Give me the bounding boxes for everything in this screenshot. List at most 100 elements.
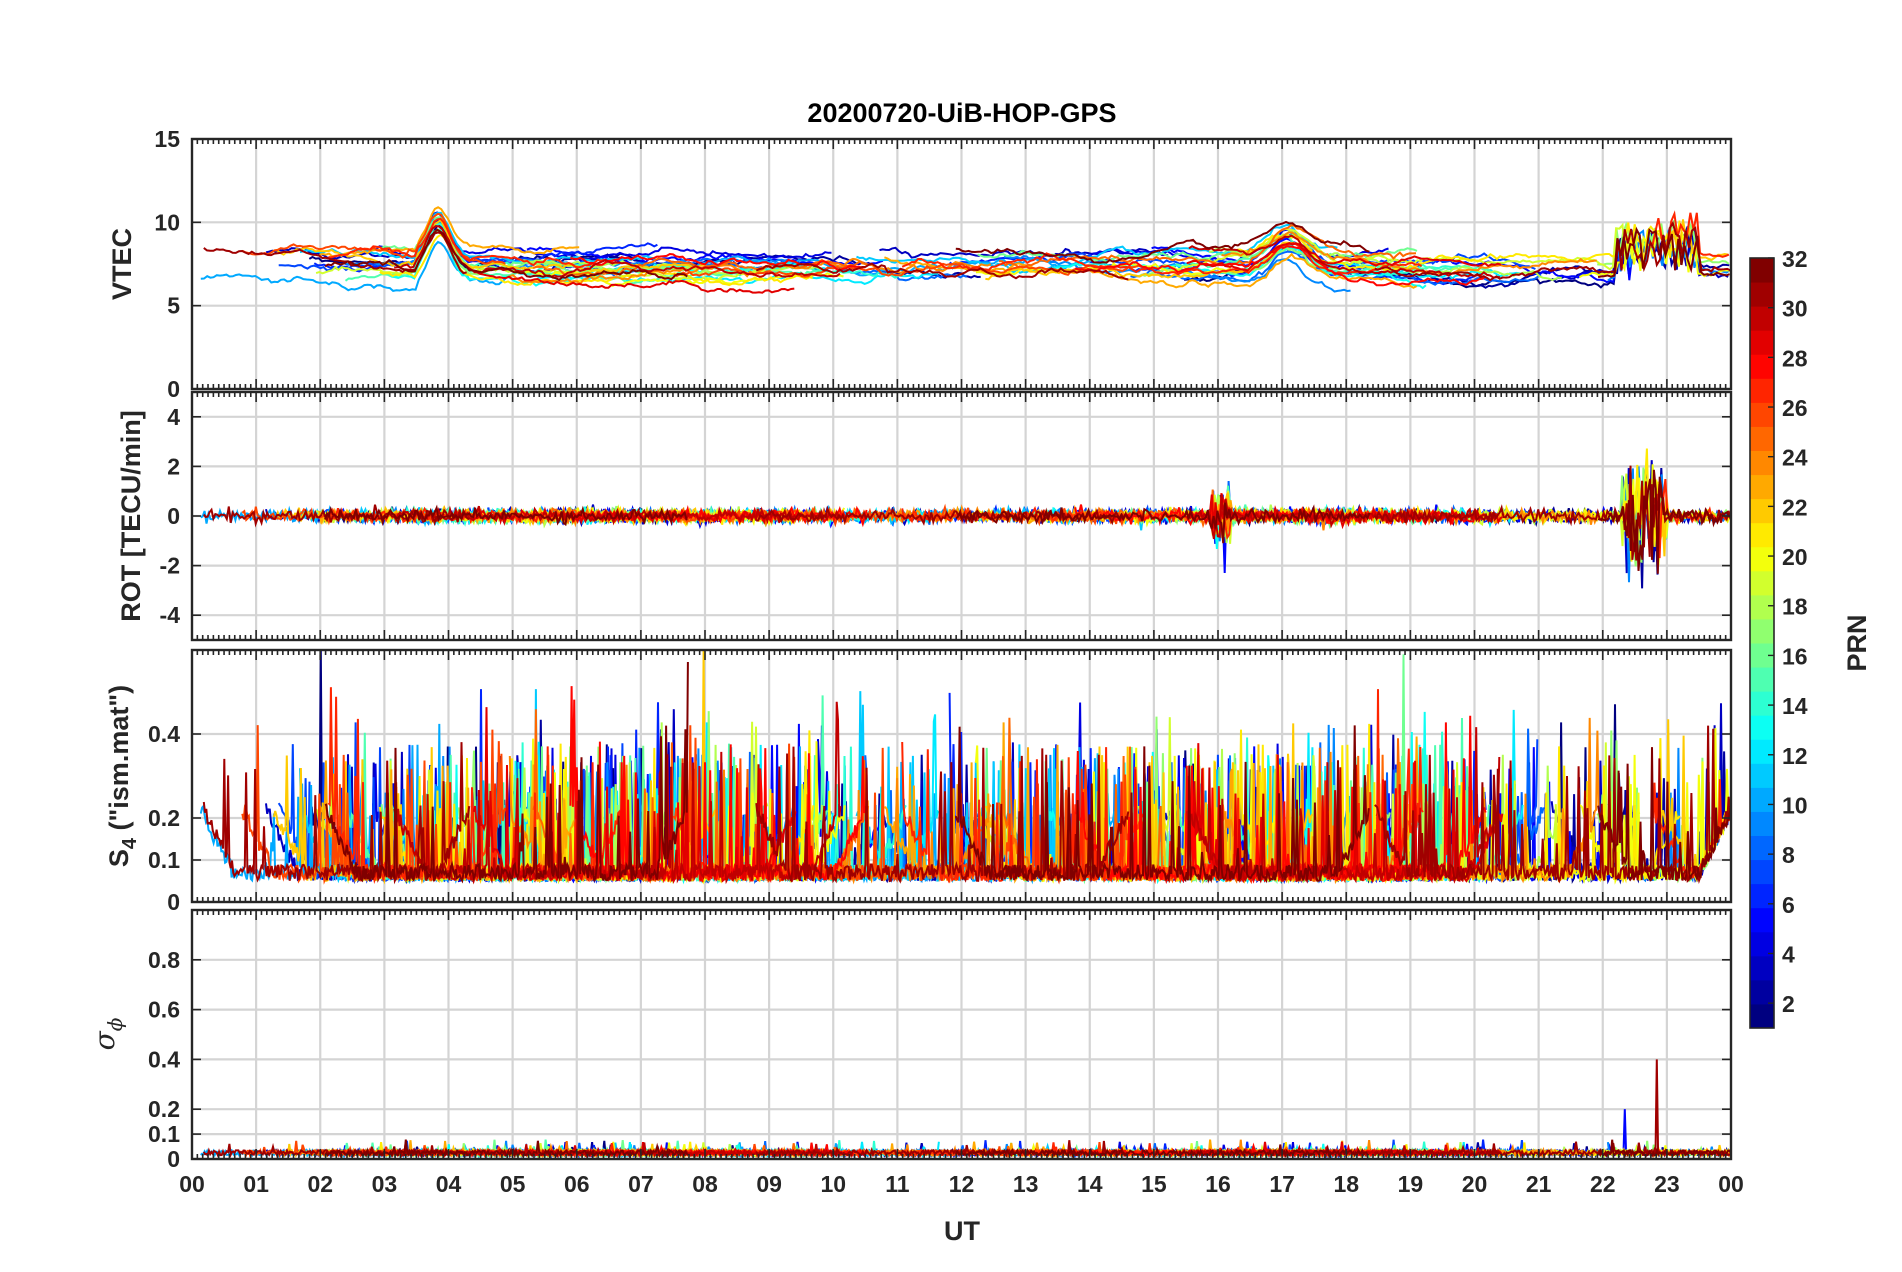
colorbar-swatch [1750, 667, 1774, 692]
colorbar-swatch [1750, 907, 1774, 933]
xtick-label: 05 [500, 1171, 526, 1197]
series-prn-10 [200, 240, 507, 292]
series-prn-27 [901, 502, 1423, 540]
colorbar-tick-label: 16 [1782, 643, 1808, 669]
series-prn-32 [954, 1144, 1370, 1159]
series-prn-23 [319, 206, 580, 258]
xtick-label: 20 [1462, 1171, 1488, 1197]
colorbar-swatch [1750, 618, 1774, 644]
ytick-label: 0 [167, 503, 180, 529]
xtick-label: 09 [756, 1171, 782, 1197]
panel-rot: -4 -2 0 2 4 [160, 390, 1733, 642]
xtick-label: 07 [628, 1171, 654, 1197]
ytick-label: 0 [167, 1146, 180, 1172]
series-prn-31 [1374, 725, 1731, 885]
colorbar-tick-label: 18 [1782, 594, 1808, 620]
y-label-rot: ROT [TECU/min] [116, 410, 146, 621]
xtick-label: 04 [436, 1171, 462, 1197]
series-prn-31 [755, 746, 1130, 884]
y-label-vtec: VTEC [107, 228, 137, 300]
colorbar-tick-label: 4 [1782, 941, 1795, 967]
colorbar-swatch [1750, 859, 1774, 885]
ytick-label: -4 [160, 602, 181, 628]
series-prn-32 [1597, 1139, 1731, 1159]
colorbar-swatch [1750, 402, 1774, 427]
series-prn-32 [955, 502, 1371, 544]
series-prn-31 [1374, 220, 1731, 282]
colorbar-tick-label: 26 [1782, 395, 1808, 421]
xtick-label: 23 [1654, 1171, 1680, 1197]
series-prn-32 [324, 504, 688, 527]
colorbar-swatch [1750, 835, 1774, 861]
series-prn-32 [1597, 747, 1731, 883]
chart-title: 20200720-UiB-HOP-GPS [807, 98, 1116, 128]
series-prn-30 [393, 701, 842, 885]
series-prn-31 [202, 742, 471, 885]
series-prn-32 [1597, 226, 1730, 279]
xtick-label: 16 [1205, 1171, 1231, 1197]
series-prn-32 [1597, 469, 1731, 574]
colorbar-swatch [1750, 498, 1774, 524]
xtick-label: 14 [1077, 1171, 1103, 1197]
colorbar-tick-label: 8 [1782, 842, 1795, 868]
colorbar-tick-label: 32 [1782, 246, 1808, 272]
colorbar-swatch [1750, 426, 1774, 451]
series-prn-32 [324, 228, 688, 281]
xtick-label: 10 [820, 1171, 846, 1197]
series-prn-32 [324, 1139, 689, 1159]
series-prn-31 [755, 262, 1129, 281]
panel-s4: 0 0.1 0.2 0.4 [148, 648, 1733, 915]
y-label-s4: S4 ("ism.mat") [104, 685, 141, 867]
colorbar-swatch [1750, 474, 1774, 500]
ytick-label: 0.2 [148, 1096, 180, 1122]
y-label-sigma-phi: σϕ [88, 1017, 127, 1050]
colorbar-swatch [1750, 570, 1774, 596]
ytick-label: 0 [167, 889, 180, 915]
series-prn-28 [570, 252, 866, 272]
series-prn-29 [1185, 494, 1503, 530]
ytick-label: 2 [167, 453, 180, 479]
ytick-label: 0.1 [148, 847, 180, 873]
series-prn-24 [1221, 231, 1597, 276]
xtick-label: 12 [949, 1171, 975, 1197]
xtick-label: 22 [1590, 1171, 1616, 1197]
colorbar-swatch [1750, 979, 1774, 1005]
series-prn-32 [954, 725, 1370, 884]
xtick-label: 15 [1141, 1171, 1167, 1197]
colorbar-swatch [1750, 330, 1774, 355]
ytick-label: 15 [154, 126, 180, 152]
xtick-label: 18 [1333, 1171, 1359, 1197]
colorbar-swatch [1750, 282, 1774, 307]
panel-vtec: 0 5 10 15 [154, 126, 1733, 402]
series-prn-30 [1188, 234, 1500, 279]
colorbar-swatch [1750, 955, 1774, 981]
colorbar-tick-label: 24 [1782, 445, 1808, 471]
series-prn-32 [955, 220, 1370, 264]
xtick-label: 17 [1269, 1171, 1295, 1197]
ytick-label: 0.4 [148, 1046, 180, 1072]
colorbar-swatch [1750, 739, 1774, 764]
xtick-label: 11 [885, 1171, 910, 1197]
colorbar-tick-label: 10 [1782, 792, 1808, 818]
colorbar-tick-label: 22 [1782, 494, 1808, 520]
colorbar-tick-label: 2 [1782, 991, 1795, 1017]
xtick-label: 06 [564, 1171, 590, 1197]
colorbar-swatch [1750, 931, 1774, 957]
colorbar-swatch [1750, 691, 1774, 716]
colorbar-swatch [1750, 546, 1774, 572]
colorbar-label: PRN [1842, 614, 1872, 671]
colorbar-swatch [1750, 1003, 1774, 1029]
xtick-label: 01 [243, 1171, 269, 1197]
series-prn-28 [1074, 245, 1487, 287]
ytick-label: 4 [167, 404, 180, 430]
colorbar-swatch [1750, 811, 1774, 836]
ytick-label: 0.6 [148, 997, 180, 1023]
colorbar-swatch [1750, 306, 1774, 331]
xtick-label: 03 [372, 1171, 398, 1197]
colorbar-tick-label: 6 [1782, 892, 1795, 918]
series-prn-22 [985, 241, 1313, 281]
colorbar-tick-label: 12 [1782, 743, 1808, 769]
colorbar-swatch [1750, 787, 1774, 812]
ytick-label: 0.1 [148, 1121, 180, 1147]
